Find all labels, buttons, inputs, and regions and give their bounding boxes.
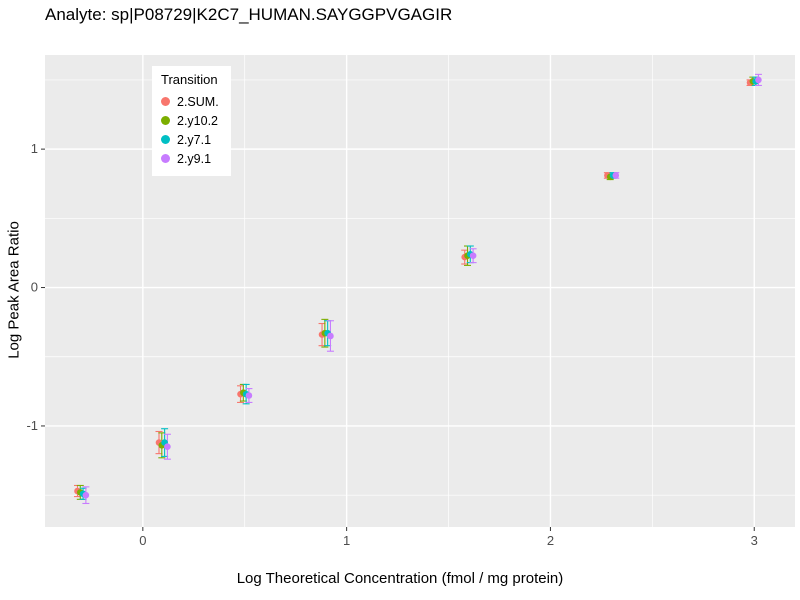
svg-text:3: 3 [751,533,758,548]
legend-key-dot [161,154,170,163]
svg-text:0: 0 [31,280,38,295]
legend-key-dot [161,135,170,144]
legend-items: 2.SUM. 2.y10.2 2.y7.1 2.y9.1 [161,92,219,168]
svg-text:0: 0 [139,533,146,548]
legend-item-label: 2.y10.2 [177,113,219,128]
major-gridlines [45,55,795,527]
svg-text:1: 1 [343,533,350,548]
chart-title: Analyte: sp|P08729|K2C7_HUMAN.SAYGGPVGAG… [45,5,453,24]
x-axis-title: Log Theoretical Concentration (fmol / mg… [236,570,564,587]
legend-title: Transition [161,72,218,87]
data-point [327,332,334,340]
legend-key-dot [161,97,170,106]
legend-item-label: 2.y9.1 [177,151,212,166]
x-tick-labels: 0 1 2 3 [139,533,758,548]
error-bars [73,73,762,505]
y-tick-labels: -1 0 1 [26,141,38,433]
legend: Transition 2.SUM. 2.y10.2 2.y7.1 2.y9.1 [152,66,231,176]
minor-gridlines [45,55,795,527]
legend-item: 2.y9.1 [161,149,219,168]
data-point [469,252,477,260]
legend-item: 2.SUM. [161,92,219,111]
axis-ticks [41,148,755,531]
legend-item: 2.y7.1 [161,130,219,149]
svg-text:2: 2 [547,533,554,548]
legend-key-dot [161,116,170,125]
y-axis-title: Log Peak Area Ratio [5,221,23,359]
data-point [245,392,253,399]
data-point [164,443,171,451]
svg-text:-1: -1 [26,418,38,433]
svg-text:1: 1 [31,141,38,156]
data-points [74,76,762,499]
legend-item: 2.y10.2 [161,111,219,130]
legend-item-label: 2.y7.1 [177,132,212,147]
data-point [755,76,762,84]
legend-item-label: 2.SUM. [177,94,219,109]
data-point [82,491,90,499]
data-point [612,172,620,179]
